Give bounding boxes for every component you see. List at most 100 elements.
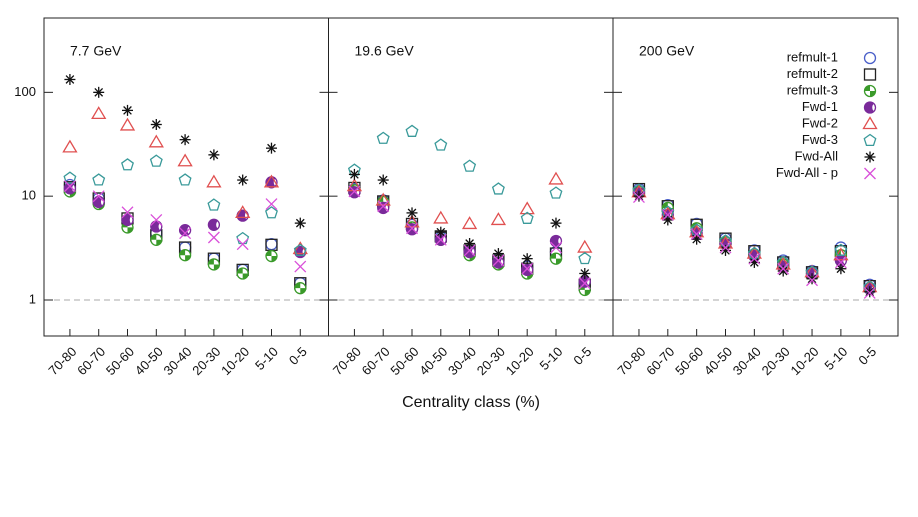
marker (236, 231, 250, 245)
marker (150, 119, 162, 131)
marker (863, 133, 877, 147)
x-tick-label: 0-5 (286, 344, 310, 368)
marker-shape (490, 212, 507, 226)
marker (863, 84, 877, 98)
marker (521, 253, 533, 265)
marker-shape (150, 213, 163, 226)
plot-frame (328, 17, 614, 337)
marker (864, 286, 876, 298)
marker (265, 142, 277, 154)
x-tick-label: 20-30 (474, 344, 508, 378)
marker-shape (578, 251, 592, 265)
marker-shape (721, 246, 730, 255)
marker (521, 262, 534, 275)
marker-shape (65, 75, 75, 84)
marker-shape (293, 243, 307, 256)
x-tick-label: 40-50 (416, 344, 450, 378)
marker-shape (236, 231, 250, 245)
legend-label: Fwd-All (795, 148, 838, 163)
marker (661, 208, 674, 221)
marker-shape (237, 267, 249, 279)
marker-shape (151, 120, 161, 129)
marker-shape (864, 167, 876, 180)
marker-shape (64, 182, 74, 194)
marker-shape (549, 186, 563, 199)
marker-shape (378, 175, 388, 185)
marker (834, 256, 847, 269)
marker (348, 185, 361, 198)
marker-shape (863, 286, 876, 299)
x-tick-label: 60-70 (359, 344, 393, 378)
marker (864, 151, 876, 163)
marker-shape (207, 198, 221, 211)
marker (377, 201, 390, 215)
marker-shape (121, 158, 134, 171)
marker-shape (265, 198, 278, 210)
legend-label: Fwd-All - p (776, 165, 838, 180)
marker (404, 214, 420, 228)
marker-shape (295, 218, 305, 228)
marker (294, 217, 306, 229)
marker (550, 217, 562, 229)
marker (92, 173, 106, 186)
y-tick-label: 1 (29, 291, 36, 306)
x-tick-label: 70-80 (614, 344, 648, 378)
marker (294, 260, 307, 273)
marker-shape (406, 222, 418, 235)
marker-shape (177, 153, 193, 167)
marker (720, 244, 731, 256)
marker (777, 262, 790, 275)
marker-shape (377, 200, 390, 213)
marker (864, 167, 876, 180)
marker (662, 214, 674, 226)
marker-shape (550, 253, 562, 265)
x-tick-label: 50-60 (672, 344, 706, 378)
marker-shape (236, 238, 249, 251)
marker (863, 51, 877, 65)
marker (492, 248, 504, 260)
marker-shape (522, 254, 532, 264)
marker (463, 159, 477, 172)
marker (179, 134, 191, 146)
marker-shape (520, 211, 534, 224)
marker (406, 222, 418, 235)
marker (207, 231, 220, 244)
x-tick-label: 0-5 (855, 344, 879, 368)
marker (207, 218, 221, 231)
marker-shape (519, 201, 535, 215)
marker (863, 68, 877, 81)
marker-shape (862, 116, 878, 130)
marker-shape (149, 154, 163, 167)
marker (178, 249, 192, 262)
marker (64, 73, 76, 85)
marker (549, 252, 563, 265)
x-axis-label: Centrality class (%) (402, 394, 540, 411)
x-tick-label: 70-80 (45, 344, 79, 378)
marker (577, 239, 593, 253)
legend-label: Fwd-1 (802, 99, 838, 114)
marker-shape (207, 231, 220, 244)
marker (376, 131, 390, 144)
marker-shape (179, 224, 189, 236)
x-tick-label: 5-10 (252, 344, 281, 373)
marker-shape (235, 205, 251, 219)
marker-shape (749, 258, 759, 267)
marker (863, 286, 876, 299)
marker-shape (492, 254, 505, 267)
marker (235, 205, 251, 219)
marker (178, 224, 192, 237)
marker-shape (208, 258, 220, 270)
marker (292, 241, 308, 255)
marker-shape (404, 214, 420, 228)
marker (464, 238, 476, 250)
marker (748, 252, 761, 265)
marker (122, 104, 134, 116)
marker-shape (265, 238, 278, 251)
marker-shape (121, 206, 134, 219)
marker-shape (123, 106, 132, 115)
marker (150, 213, 163, 226)
panel-label: 7.7 GeV (70, 43, 122, 59)
x-tick-label: 0-5 (570, 344, 594, 368)
marker (63, 182, 77, 195)
